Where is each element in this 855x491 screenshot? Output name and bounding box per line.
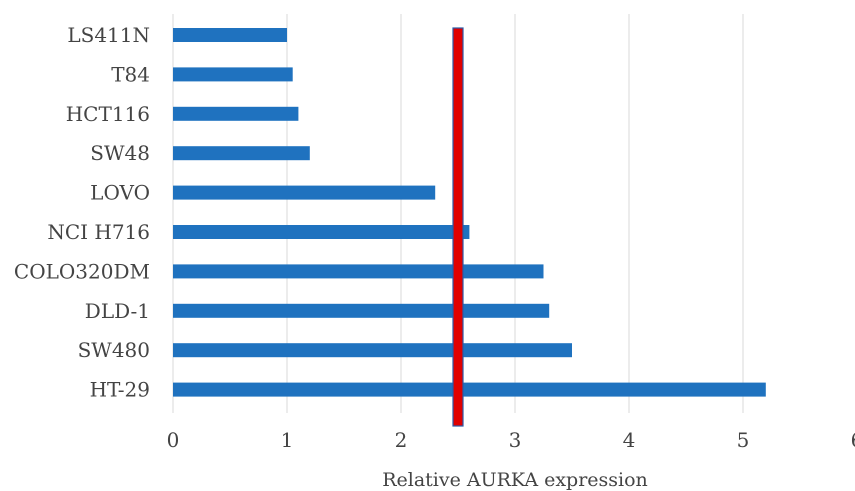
- reference-line: [452, 27, 464, 427]
- bar-t84: [173, 67, 293, 82]
- reference-line-group: [452, 27, 464, 427]
- bar-lovo: [173, 185, 436, 200]
- bar-nci-h716: [173, 225, 470, 239]
- category-label-ht-29: HT-29: [90, 378, 150, 402]
- category-labels: LS411N T84 HCT116 SW48 LOVO NCI H716 COLO320DM…: [14, 23, 150, 402]
- bar-dld-1: [173, 303, 550, 318]
- x-tick-label-4: 4: [623, 428, 636, 452]
- x-tick-label-1: 1: [281, 428, 294, 452]
- x-tick-label-5: 5: [737, 428, 750, 452]
- bar-sw48: [173, 146, 310, 161]
- category-label-colo320dm: COLO320DM: [14, 259, 150, 283]
- x-tick-label-2: 2: [395, 428, 408, 452]
- category-label-lovo: LOVO: [90, 181, 150, 205]
- x-tick-label-3: 3: [509, 428, 522, 452]
- bar-hct116: [173, 106, 299, 121]
- category-label-dld-1: DLD-1: [85, 299, 150, 323]
- category-label-nci-h716: NCI H716: [47, 220, 150, 244]
- x-tick-labels: 0 1 2 3 4 5 6: [167, 428, 855, 452]
- bar-ht-29: [173, 382, 766, 397]
- category-label-hct116: HCT116: [66, 102, 150, 126]
- category-label-sw480: SW480: [78, 338, 150, 362]
- category-label-sw48: SW48: [90, 141, 150, 165]
- x-tick-label-6: 6: [851, 428, 855, 452]
- x-tick-label-0: 0: [167, 428, 180, 452]
- bar-ls411n: [173, 28, 287, 42]
- category-label-t84: T84: [111, 62, 150, 86]
- bar-sw480: [173, 343, 572, 358]
- x-axis-title: Relative AURKA expression: [382, 469, 648, 491]
- bars: [173, 28, 766, 397]
- category-label-ls411n: LS411N: [67, 23, 150, 47]
- bar-colo320dm: [173, 264, 544, 279]
